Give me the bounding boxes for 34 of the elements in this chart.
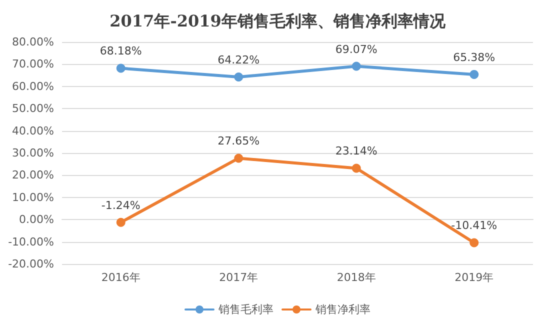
point [116,64,126,73]
point [234,72,244,82]
data-label: -10.41% [451,219,498,232]
point [116,218,126,227]
data-label: 65.38% [453,50,496,64]
data-label: 27.65% [218,134,260,148]
y-tick-label: -10.00% [8,235,54,248]
x-tick-label: 2018年 [336,271,376,284]
data-label: 69.07% [335,42,378,56]
y-tick-label: 10.00% [12,190,54,204]
x-tick-label: 2017年 [219,271,258,284]
point [352,62,361,71]
point [234,154,244,163]
data-label: -1.24% [101,198,140,212]
legend-label: 销售毛利率 [218,303,274,316]
data-label: 23.14% [335,144,378,158]
y-tick-label: 70.00% [12,58,54,71]
x-tick-label: 2019年 [454,271,494,284]
y-tick-label: 60.00% [12,80,54,93]
data-label: 64.22% [218,54,260,67]
point [470,70,479,79]
y-tick-label: 40.00% [12,124,54,138]
legend-label: 销售净利率 [314,303,370,316]
chart-title: 2017年-2019年销售毛利率、销售净利率情况 [110,12,446,30]
point [352,164,361,173]
point [470,238,479,248]
y-tick-label: -20.00% [8,258,54,270]
y-tick-label: 30.00% [12,146,54,160]
y-tick-label: 50.00% [12,102,54,116]
x-tick-label: 2016年 [101,271,140,284]
data-label: 68.18% [100,44,142,58]
y-tick-label: 0.00% [19,213,54,226]
y-tick-label: 80.00% [12,36,54,48]
y-tick-label: 20.00% [12,168,54,182]
